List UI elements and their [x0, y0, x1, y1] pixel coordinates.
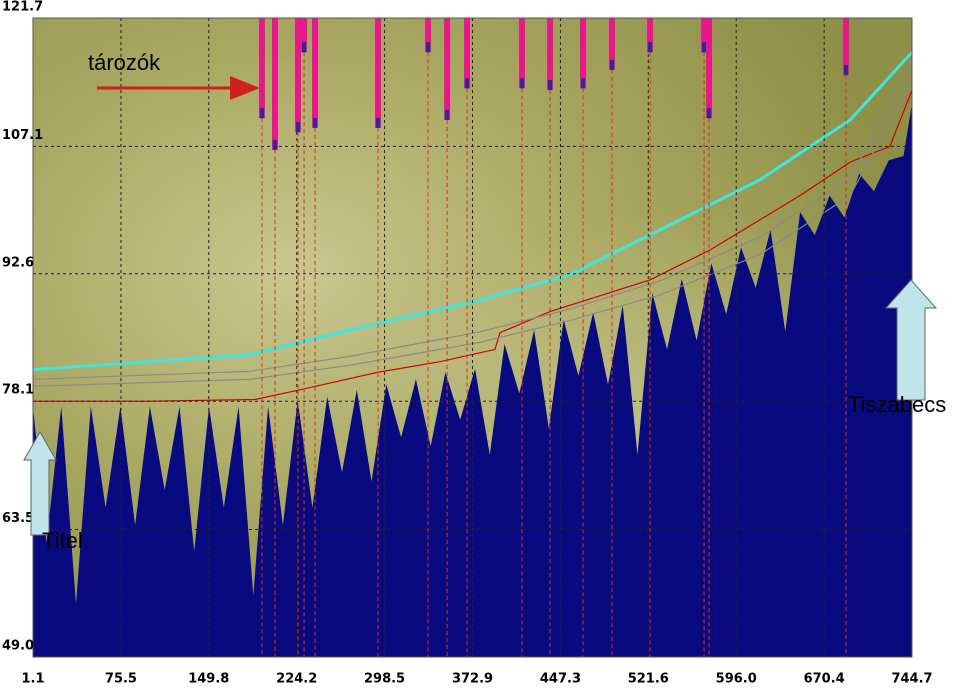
x-tick-label: 744.7: [891, 672, 932, 687]
annotation: Titel: [42, 528, 83, 553]
reservoir-bar: [608, 18, 615, 70]
reservoir-bar: [464, 18, 471, 89]
reservoir-tip: [465, 78, 470, 89]
reservoir-tip: [844, 65, 849, 76]
reservoir-tip: [376, 117, 381, 128]
reservoir-tip: [581, 78, 586, 89]
reservoir-tip: [272, 139, 277, 150]
reservoir-tip: [702, 42, 707, 53]
x-tick-label: 521.6: [628, 672, 669, 687]
reservoir-bar: [375, 18, 382, 128]
annotation: Tiszabecs: [848, 392, 946, 417]
reservoir-bar: [301, 18, 308, 53]
reservoir-bar: [547, 18, 554, 91]
reservoir-tip: [296, 122, 301, 133]
profile-line: [32, 63, 913, 380]
reservoir-tip: [445, 109, 450, 120]
reservoir-tip: [426, 42, 431, 53]
profile-line: [32, 81, 913, 387]
reservoir-tip: [707, 108, 712, 119]
reservoir-bar: [425, 18, 432, 53]
y-tick-label: 78.1: [2, 383, 34, 398]
x-tick-label: 670.4: [804, 672, 845, 687]
annotation: tározók: [88, 50, 161, 75]
y-tick-label: 107.1: [2, 128, 43, 143]
arrow: [23, 430, 57, 536]
reservoir-bar: [444, 18, 451, 120]
y-tick-label: 63.5: [2, 511, 34, 526]
reservoir-tip: [313, 117, 318, 128]
x-tick-label: 1.1: [21, 672, 44, 687]
x-tick-label: 224.2: [276, 672, 317, 687]
reservoir-bar: [271, 18, 278, 150]
y-tick-label: 121.7: [2, 0, 43, 15]
reservoir-tip: [302, 42, 307, 53]
reservoir-bar: [706, 18, 713, 119]
reservoir-bar: [647, 18, 654, 53]
arrow: [884, 279, 938, 401]
x-tick-label: 596.0: [716, 672, 757, 687]
profile-line: [33, 89, 913, 402]
y-tick-label: 92.6: [2, 255, 34, 270]
reservoir-tip: [548, 80, 553, 91]
reservoir-tip: [648, 42, 653, 53]
reservoir-bar: [701, 18, 708, 53]
profile-line: [32, 51, 914, 372]
reservoir-tip: [520, 78, 525, 89]
x-tick-label: 75.5: [105, 672, 137, 687]
x-tick-label: 447.3: [540, 672, 581, 687]
x-tick-label: 372.9: [452, 672, 493, 687]
reservoir-bar: [258, 18, 265, 119]
reservoir-bar: [519, 18, 526, 89]
reservoir-bar: [312, 18, 319, 128]
x-tick-label: 298.5: [364, 672, 405, 687]
reservoir-bar: [843, 18, 850, 76]
reservoir-tip: [609, 59, 614, 70]
reservoir-bar: [580, 18, 587, 89]
reservoir-tip: [259, 108, 264, 119]
x-tick-label: 149.8: [188, 672, 229, 687]
y-tick-label: 49.0: [2, 639, 34, 654]
reservoir-bar: [295, 18, 302, 133]
